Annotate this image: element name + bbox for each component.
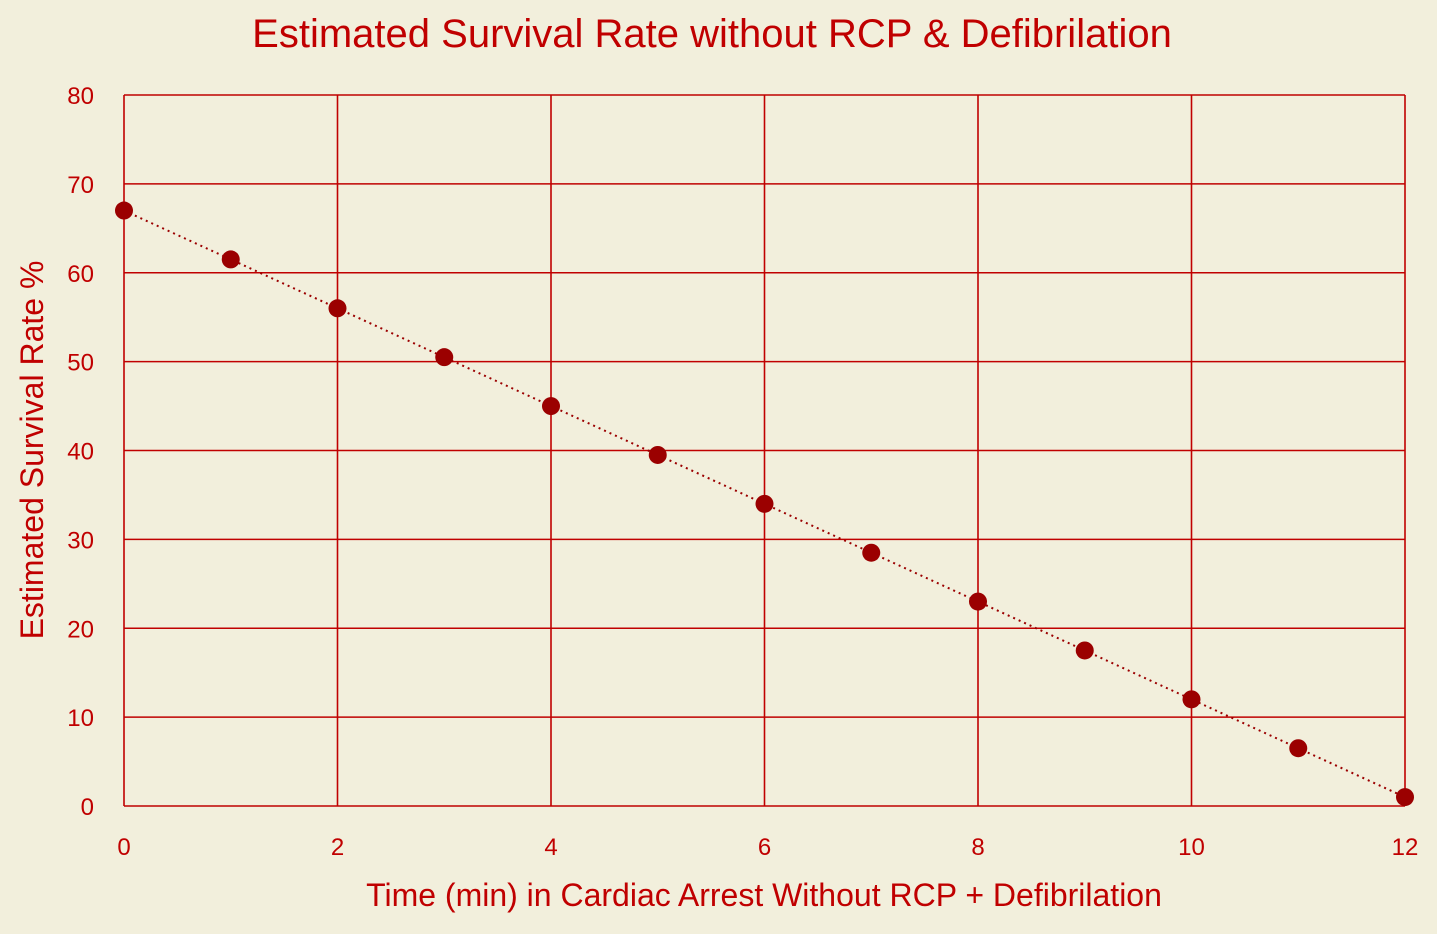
data-point — [648, 445, 667, 464]
data-point — [542, 397, 560, 416]
x-tick-label: 8 — [971, 834, 984, 861]
x-tick-label: 10 — [1178, 834, 1205, 861]
x-tick-label: 2 — [331, 834, 344, 861]
data-point — [435, 348, 454, 367]
chart-title: Estimated Survival Rate without RCP & De… — [252, 12, 1172, 56]
data-point — [221, 250, 240, 269]
data-point — [1075, 641, 1094, 660]
y-tick-label: 30 — [67, 527, 94, 554]
data-point — [862, 543, 881, 562]
grid — [123, 94, 1406, 807]
x-tick-label: 4 — [544, 834, 557, 861]
y-tick-label: 80 — [67, 83, 94, 110]
y-tick-label: 60 — [67, 261, 94, 288]
x-tick-label: 0 — [117, 834, 130, 861]
x-axis-ticks: 0 2 4 6 8 10 12 — [117, 834, 1418, 861]
y-tick-label: 20 — [67, 616, 94, 643]
data-point — [115, 201, 133, 220]
y-tick-label: 40 — [67, 439, 94, 466]
x-axis-title: Time (min) in Cardiac Arrest Without RCP… — [366, 877, 1162, 913]
y-axis-title: Estimated Survival Rate % — [14, 261, 50, 640]
data-points — [115, 201, 1414, 807]
data-point — [755, 494, 774, 513]
data-point — [328, 299, 347, 318]
y-tick-label: 0 — [81, 794, 94, 821]
y-tick-label: 50 — [67, 350, 94, 377]
data-point — [1289, 739, 1308, 758]
y-axis-ticks: 0 10 20 30 40 50 60 70 80 — [67, 83, 94, 821]
y-tick-label: 70 — [67, 172, 94, 199]
data-point — [1182, 690, 1201, 709]
data-point — [969, 592, 987, 611]
y-tick-label: 10 — [67, 705, 94, 732]
x-tick-label: 12 — [1392, 834, 1419, 861]
data-point — [1396, 788, 1414, 807]
x-tick-label: 6 — [758, 834, 771, 861]
